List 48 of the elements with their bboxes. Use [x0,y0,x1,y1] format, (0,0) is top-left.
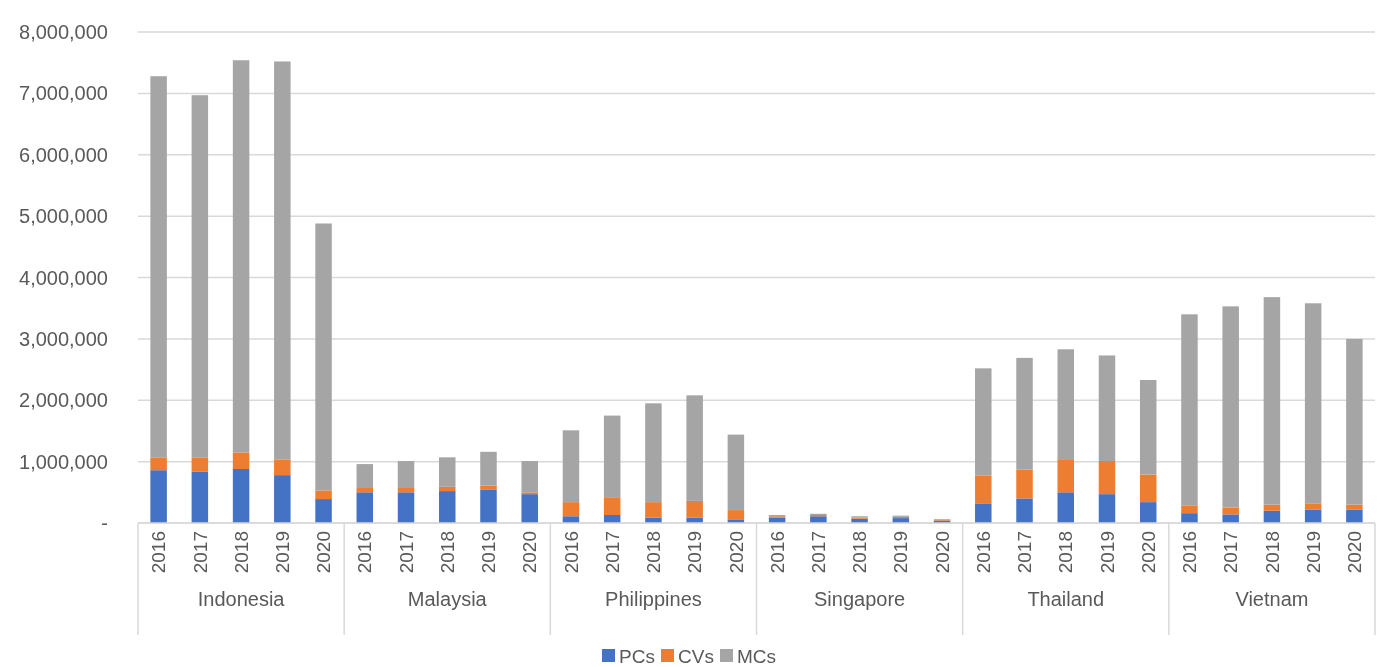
y-tick-label: 7,000,000 [19,82,108,105]
y-tick-label: 3,000,000 [19,327,108,350]
x-tick-label: 2017 [601,531,623,574]
x-tick-label: 2020 [519,531,541,574]
text: Malaysia [407,588,488,610]
x-tick-label: 2017 [808,531,829,574]
y-tick-label: 4,000,000 [19,266,108,289]
text: Vietnam [1235,588,1309,610]
x-tick-label: 2020 [1344,531,1366,574]
x-tick-label: 2018 [436,531,458,574]
y-tick-label: 6,000,000 [19,143,108,166]
x-tick-label: 2019 [684,531,706,574]
x-tick-label: 2018 [643,531,665,574]
x-tick-label: 2019 [890,531,912,574]
x-tick-label: 2019 [271,531,293,574]
x-tick-label: 2020 [931,531,953,574]
y-tick-label: 1,000,000 [19,450,108,473]
x-tick-label: 2016 [1179,531,1201,574]
x-tick-label: 2016 [560,531,582,574]
y-tick-label: 2,000,000 [19,389,108,412]
text: Thailand [1027,588,1105,610]
y-tick-label: - [101,512,108,534]
x-tick-label: 2018 [1261,531,1283,574]
x-tick-label: 2017 [1014,531,1036,574]
x-tick-label: 2018 [1055,531,1077,574]
text: Singapore [813,588,906,610]
legend-label: CVs [678,645,714,667]
x-tick-label: 2020 [725,531,747,574]
x-tick-label: 2017 [189,531,211,574]
x-tick-label: 2017 [395,531,417,574]
text: Philippines [605,588,702,610]
y-tick-label: 5,000,000 [19,205,108,228]
x-tick-label: 2019 [1302,531,1324,574]
x-tick-label: 2016 [972,531,994,574]
x-tick-label: 2018 [230,531,252,574]
x-tick-label: 2018 [849,531,871,574]
y-tick-label: 8,000,000 [19,21,108,43]
x-tick-label: 2017 [1220,531,1242,574]
x-tick-label: 2016 [148,531,170,574]
legend-label: PCs [619,645,655,667]
x-tick-label: 2016 [354,531,376,574]
x-tick-label: 2020 [1137,531,1159,574]
legend-label: MCs [737,645,777,667]
x-tick-label: 2020 [313,531,335,574]
x-tick-label: 2016 [766,531,788,574]
x-tick-label: 2019 [478,531,500,574]
x-tick-label: 2019 [1096,531,1118,574]
text: Indonesia [197,588,286,610]
